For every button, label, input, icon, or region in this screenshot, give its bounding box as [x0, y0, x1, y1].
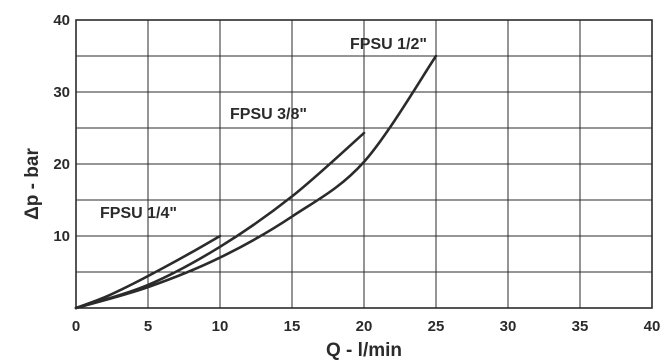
series-lines	[74, 54, 438, 310]
series-label-3: FPSU 1/2"	[350, 36, 427, 53]
y-tick-label: 30	[53, 84, 70, 101]
y-axis-label: Δp - bar	[22, 148, 43, 220]
grid	[75, 19, 653, 309]
x-tick-label: 10	[212, 318, 229, 335]
x-tick-labels: 0 5 10 15 20 25 30 35 40	[72, 318, 660, 335]
x-tick-label: 20	[356, 318, 373, 335]
x-tick-label: 25	[428, 318, 445, 335]
y-tick-labels: 10 20 30 40	[53, 12, 70, 245]
plot-border	[75, 19, 653, 309]
y-tick-label: 40	[53, 12, 70, 29]
plot-frame	[75, 19, 653, 309]
x-axis-label: Q - l/min	[326, 340, 402, 361]
x-tick-label: 30	[500, 318, 517, 335]
series-line-3	[74, 54, 438, 310]
series-label-1: FPSU 1/4"	[100, 205, 177, 222]
x-tick-label: 0	[72, 318, 80, 335]
series-label-2: FPSU 3/8"	[230, 106, 307, 123]
x-tick-label: 5	[144, 318, 152, 335]
series-labels: FPSU 1/4" FPSU 3/8" FPSU 1/2"	[100, 36, 427, 222]
y-tick-label: 20	[53, 156, 70, 173]
x-tick-label: 40	[644, 318, 660, 335]
x-tick-label: 15	[284, 318, 301, 335]
x-tick-label: 35	[572, 318, 589, 335]
series-line-1	[74, 234, 222, 310]
y-tick-label: 10	[53, 228, 70, 245]
